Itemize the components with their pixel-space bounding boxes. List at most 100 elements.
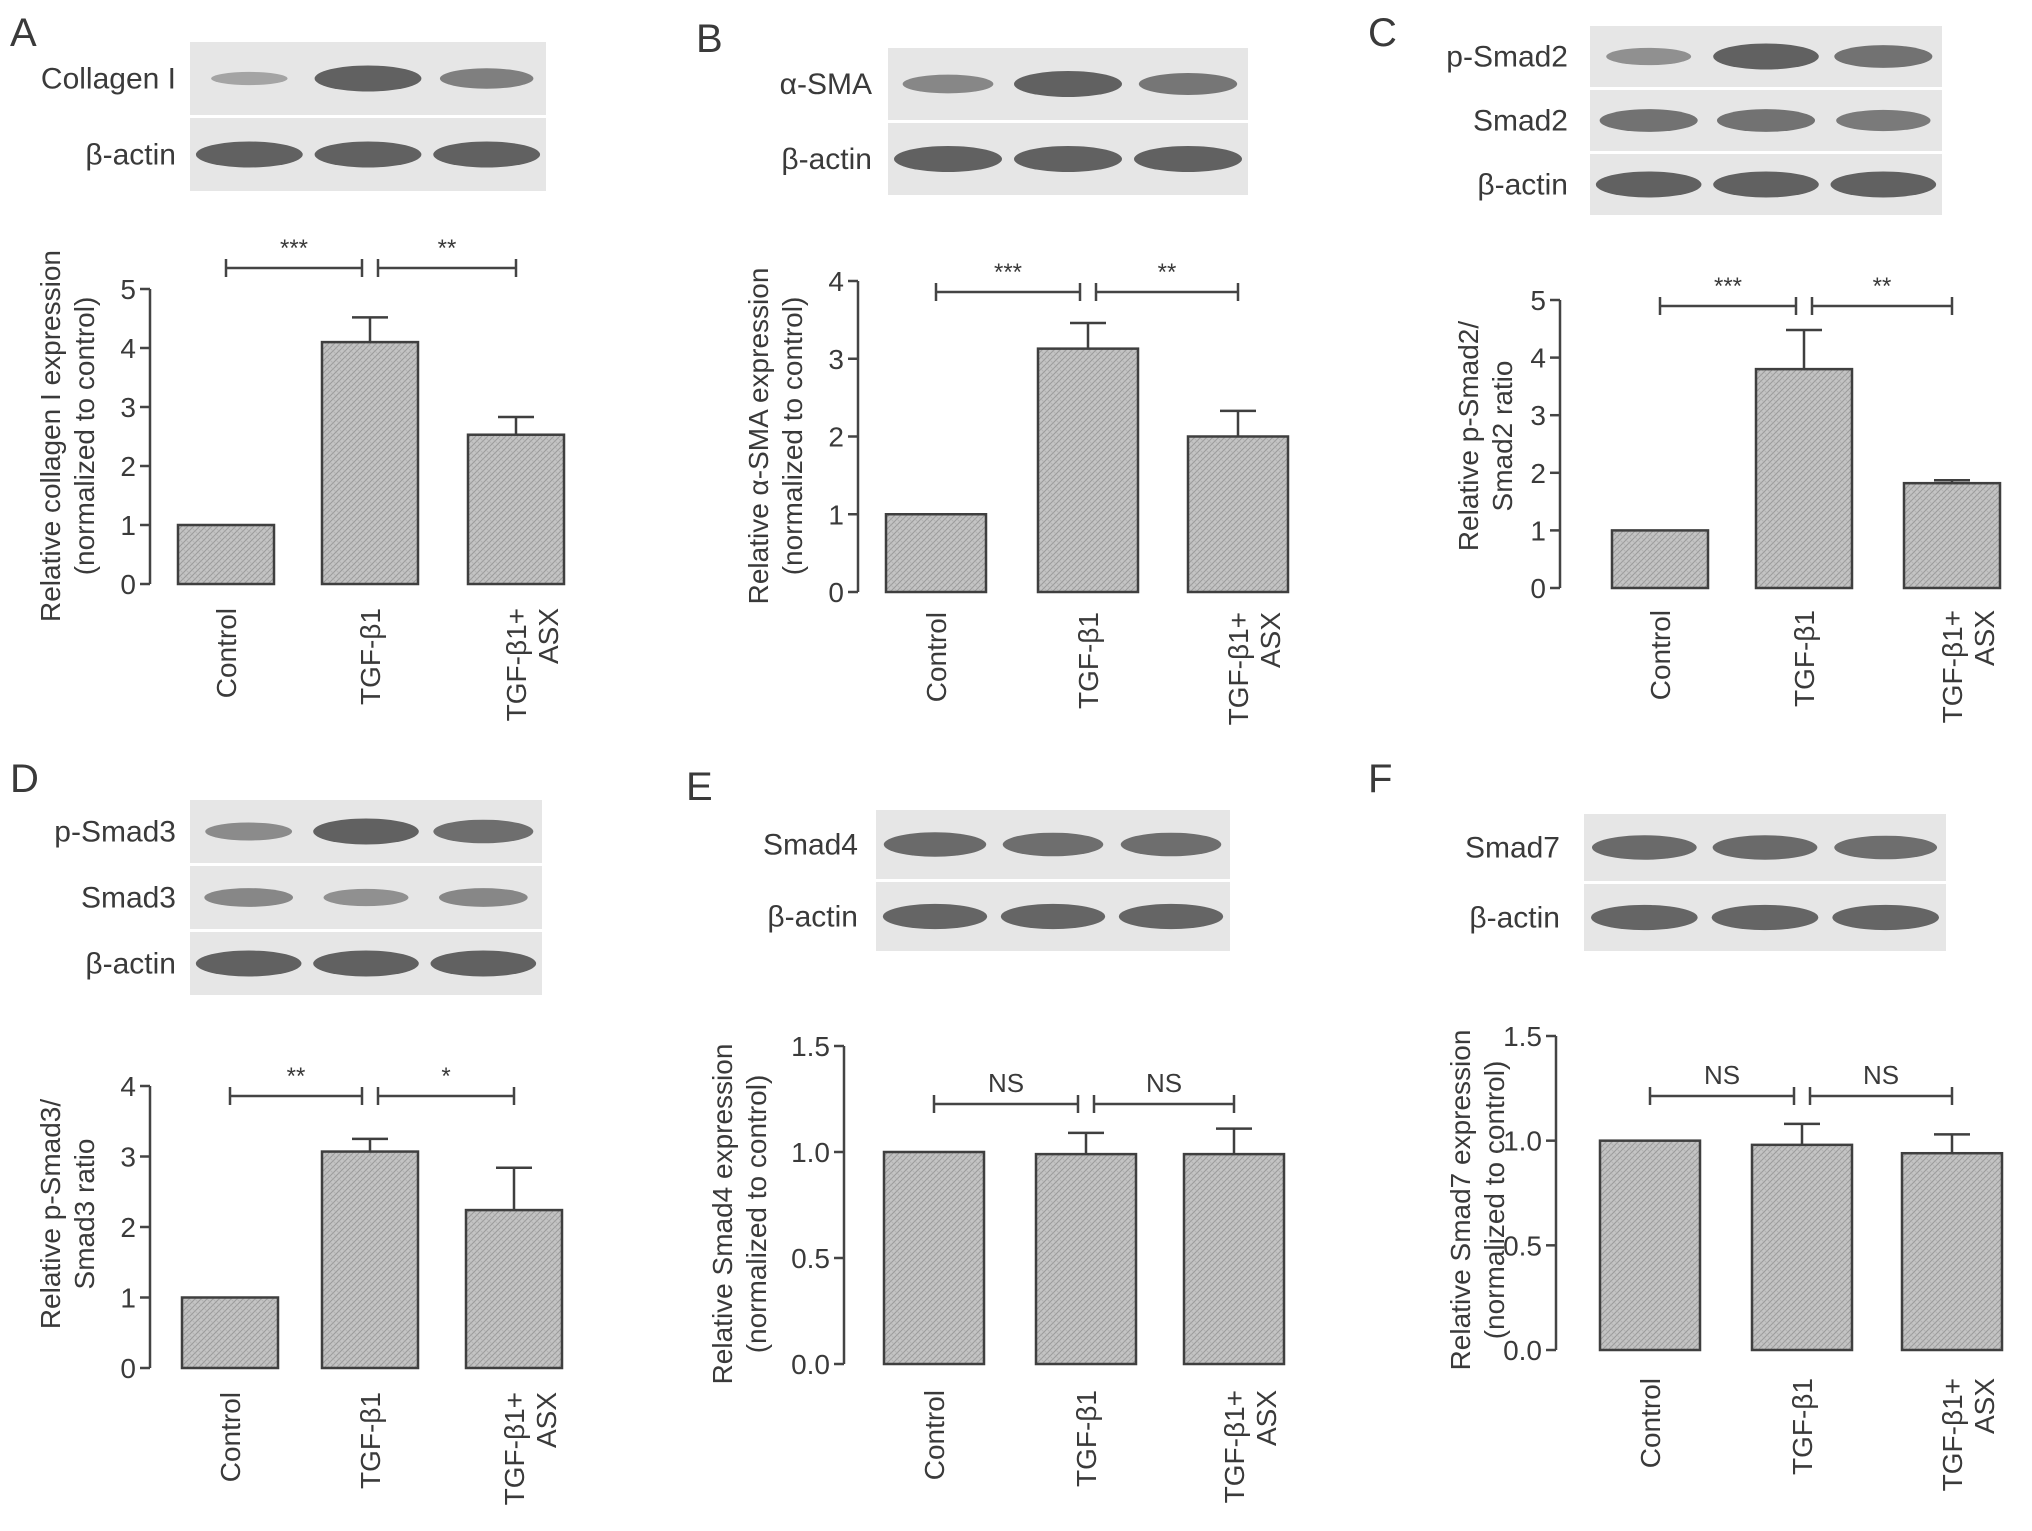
significance-bracket: ** — [1810, 273, 1954, 315]
y-axis-label-line: Relative α-SMA expression — [743, 268, 774, 605]
blot-row: Collagen I — [41, 42, 546, 115]
bar — [1034, 1152, 1138, 1366]
category-label: Control — [215, 1392, 246, 1482]
category-label-line: ASX — [1969, 610, 2000, 666]
blot-band — [883, 832, 987, 857]
blot-band — [1599, 109, 1698, 132]
y-tick-label: 0 — [120, 569, 136, 600]
category-label-line: Control — [1635, 1378, 1666, 1468]
blot-band — [1134, 146, 1242, 172]
significance-bracket: ** — [1094, 259, 1240, 301]
category-label-line: TGF-β1+ — [1937, 610, 1968, 723]
significance-label: ** — [438, 235, 457, 262]
category-label: Control — [921, 612, 952, 702]
bar — [1036, 347, 1140, 594]
category-label: TGF-β1 — [1073, 612, 1104, 709]
blot-label: Smad3 — [81, 882, 176, 915]
blot-band — [211, 71, 288, 86]
blot-row: p-Smad3 — [54, 800, 542, 863]
blot-row: Smad7 — [1465, 814, 1946, 881]
y-tick-label: 3 — [828, 344, 844, 375]
y-tick-label: 2 — [120, 1212, 136, 1243]
significance-label: NS — [1146, 1068, 1182, 1098]
y-tick-label: 3 — [120, 392, 136, 423]
bar — [1598, 1139, 1702, 1352]
y-tick-label: 0 — [1530, 573, 1546, 604]
category-label-line: TGF-β1+ — [1223, 612, 1254, 725]
blot-band — [1713, 171, 1819, 198]
blot-row: Smad3 — [81, 866, 542, 929]
category-label-line: ASX — [1969, 1378, 2000, 1434]
category-label-line: TGF-β1 — [1787, 1378, 1818, 1475]
blot-row: β-actin — [85, 932, 542, 995]
bar — [176, 523, 276, 586]
blot-label: β-actin — [767, 901, 858, 934]
chart-c: 0 1 2 3 4 5 Relative p-Smad2/Smad2 ratio Contro… — [1453, 273, 2002, 724]
blot-band — [433, 141, 541, 168]
panel-d: D p-Smad3 Smad3 β-actin 0 1 2 3 4 Relative p-Sm… — [10, 757, 564, 1505]
category-label: Control — [919, 1390, 950, 1480]
bar — [884, 513, 988, 594]
category-label-line: TGF-β1+ — [1219, 1390, 1250, 1503]
y-tick-label: 3 — [1530, 400, 1546, 431]
category-label: TGF-β1 — [355, 608, 386, 705]
y-tick-label: 2 — [1530, 458, 1546, 489]
blot-band — [1595, 171, 1702, 198]
significance-label: NS — [1863, 1060, 1899, 1090]
blot-label: p-Smad2 — [1446, 41, 1568, 74]
blot-label: β-actin — [1477, 169, 1568, 202]
blot-label: Smad4 — [763, 829, 858, 862]
y-axis-label-line: (normalized to control) — [1479, 1061, 1510, 1340]
blot-b: α-SMA β-actin — [780, 48, 1248, 195]
blot-band — [1834, 45, 1933, 68]
blot-row: β-actin — [1477, 154, 1942, 215]
blot-band — [430, 950, 537, 977]
category-label-line: TGF-β1+ — [499, 1392, 530, 1505]
significance-bracket: ** — [376, 235, 518, 277]
blot-band — [314, 141, 422, 168]
significance-label: ** — [1158, 259, 1177, 286]
significance-label: ** — [1873, 273, 1892, 300]
y-tick-label: 4 — [120, 333, 136, 364]
blot-band — [1716, 109, 1816, 132]
chart-b: 0 1 2 3 4 Relative α-SMA expression (normalize… — [743, 259, 1290, 725]
category-label-line: ASX — [531, 1392, 562, 1448]
blot-band — [323, 888, 409, 907]
blot-band — [438, 888, 528, 907]
blot-e: Smad4 β-actin — [763, 810, 1230, 951]
bar — [1186, 435, 1290, 594]
y-axis-label: Relative collagen I expression (normalize… — [35, 250, 100, 622]
category-label: TGF-β1+ASX — [1937, 610, 2000, 724]
blot-band — [205, 822, 293, 841]
blot-band — [1014, 146, 1122, 172]
blot-d: p-Smad3 Smad3 β-actin — [54, 800, 542, 995]
blot-band — [439, 68, 534, 89]
blot-band — [1118, 903, 1224, 930]
significance-bracket: *** — [934, 259, 1082, 301]
y-axis-label-line: Relative p-Smad3/ — [35, 1099, 66, 1330]
category-label: Control — [1645, 610, 1676, 700]
y-tick-label: 0.0 — [791, 1349, 830, 1380]
category-label: TGF-β1 — [1787, 1378, 1818, 1475]
blot-label: β-actin — [1469, 902, 1560, 935]
y-axis-label-line: (normalized to control) — [69, 297, 100, 576]
panel-letter: D — [10, 757, 39, 801]
category-label-line: TGF-β1 — [355, 1392, 386, 1489]
blot-band — [902, 74, 994, 94]
y-tick-label: 2 — [828, 422, 844, 453]
category-label-line: Control — [1645, 610, 1676, 700]
panel-b: B α-SMA β-actin 0 1 2 3 4 Relative α-SMA expre… — [696, 17, 1290, 725]
blot-band — [1713, 43, 1819, 70]
y-axis-label-line: Smad2 ratio — [1487, 361, 1518, 512]
blot-row: Smad2 — [1473, 90, 1942, 151]
bar — [466, 433, 566, 586]
blot-row: β-actin — [1469, 884, 1946, 951]
blot-band — [204, 888, 294, 907]
y-axis-label-line: Smad3 ratio — [69, 1139, 100, 1290]
panel-letter: B — [696, 17, 723, 61]
category-label: Control — [1635, 1378, 1666, 1468]
significance-bracket: *** — [224, 235, 364, 277]
y-axis-label: Relative Smad4 expression (normalized to … — [707, 1044, 772, 1385]
chart-d: 0 1 2 3 4 Relative p-Smad3/Smad3 ratio Control… — [35, 1063, 564, 1505]
